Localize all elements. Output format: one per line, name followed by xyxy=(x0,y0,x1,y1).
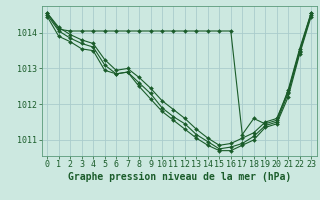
X-axis label: Graphe pression niveau de la mer (hPa): Graphe pression niveau de la mer (hPa) xyxy=(68,172,291,182)
